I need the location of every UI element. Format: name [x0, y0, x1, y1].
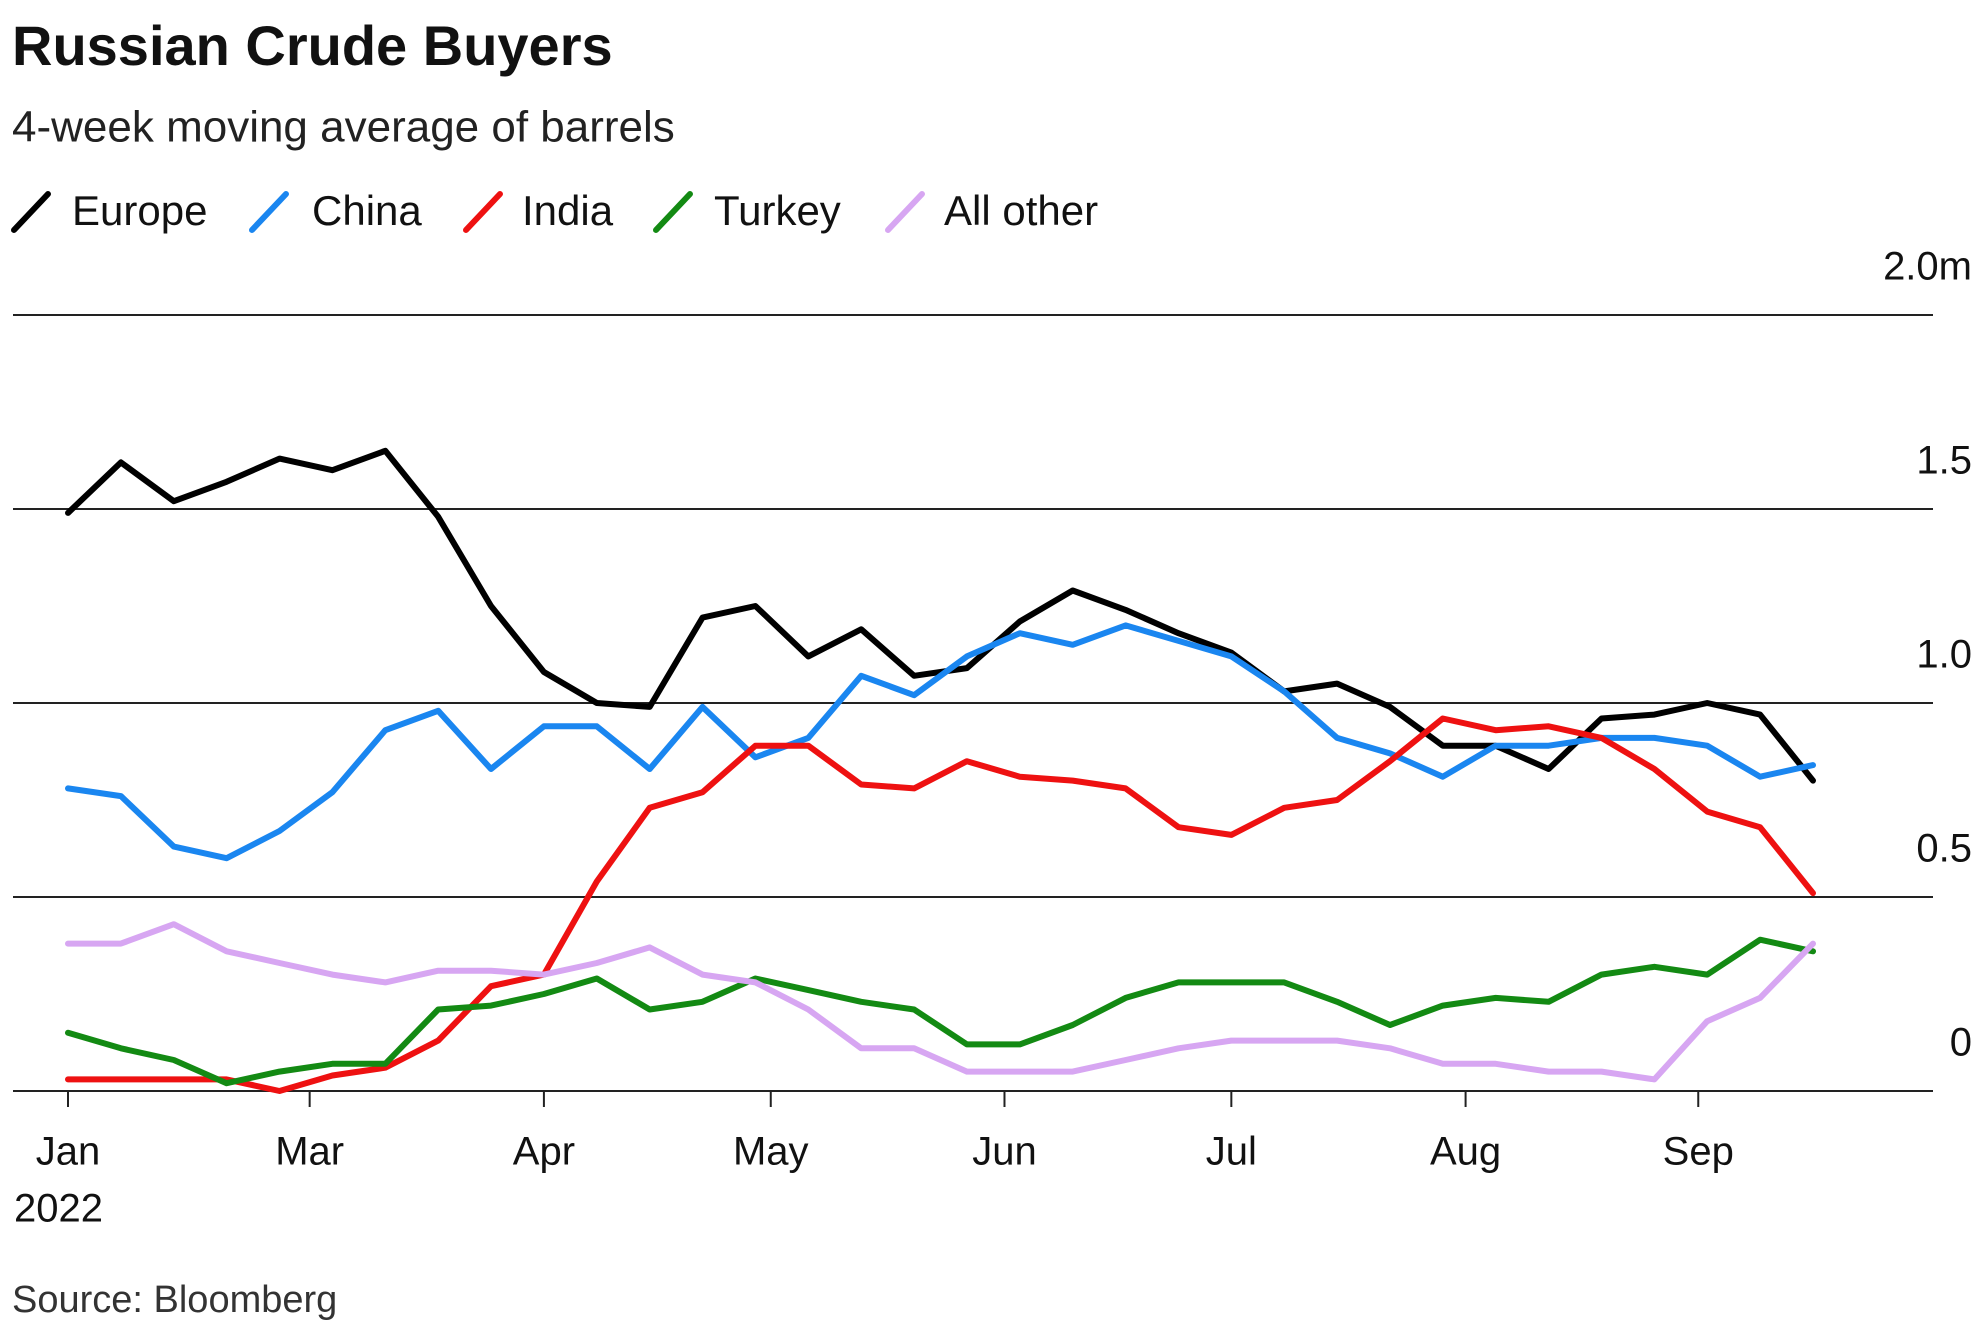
legend-label: China: [312, 187, 422, 234]
x-tick-label: Apr: [513, 1130, 575, 1174]
legend-label: India: [522, 187, 614, 234]
legend-swatch: [885, 191, 925, 233]
series-line: [65, 622, 1816, 862]
series-line: [65, 936, 1816, 1087]
chart-title: Russian Crude Buyers: [12, 14, 613, 77]
y-tick-label: 1.0: [1916, 633, 1972, 677]
x-tick-label: Aug: [1430, 1130, 1501, 1174]
legend-label: All other: [944, 187, 1098, 234]
year-label: 2022: [14, 1187, 103, 1231]
x-tick-label: May: [733, 1130, 809, 1174]
y-tick-label: 0: [1950, 1021, 1972, 1065]
legend-swatch: [11, 191, 51, 233]
series-line: [65, 921, 1816, 1083]
x-tick-label: Sep: [1663, 1130, 1734, 1174]
legend-swatch: [653, 191, 693, 233]
y-tick-label: 1.5: [1916, 439, 1972, 483]
source: Source: Bloomberg: [12, 1279, 337, 1321]
series-line: [65, 715, 1816, 1094]
x-tick-label: Jan: [36, 1130, 101, 1174]
x-tick-label: Jul: [1206, 1130, 1257, 1174]
legend-swatch: [463, 191, 503, 233]
y-tick-label: 0.5: [1916, 827, 1972, 871]
series-line: [65, 447, 1816, 784]
legend-label: Turkey: [714, 187, 841, 234]
x-tick-label: Jun: [972, 1130, 1037, 1174]
x-tick-label: Mar: [275, 1130, 344, 1174]
legend-swatch: [249, 191, 289, 233]
y-tick-label: 2.0m: [1883, 245, 1972, 289]
chart-subtitle: 4-week moving average of barrels: [12, 103, 675, 152]
legend-label: Europe: [72, 187, 207, 234]
